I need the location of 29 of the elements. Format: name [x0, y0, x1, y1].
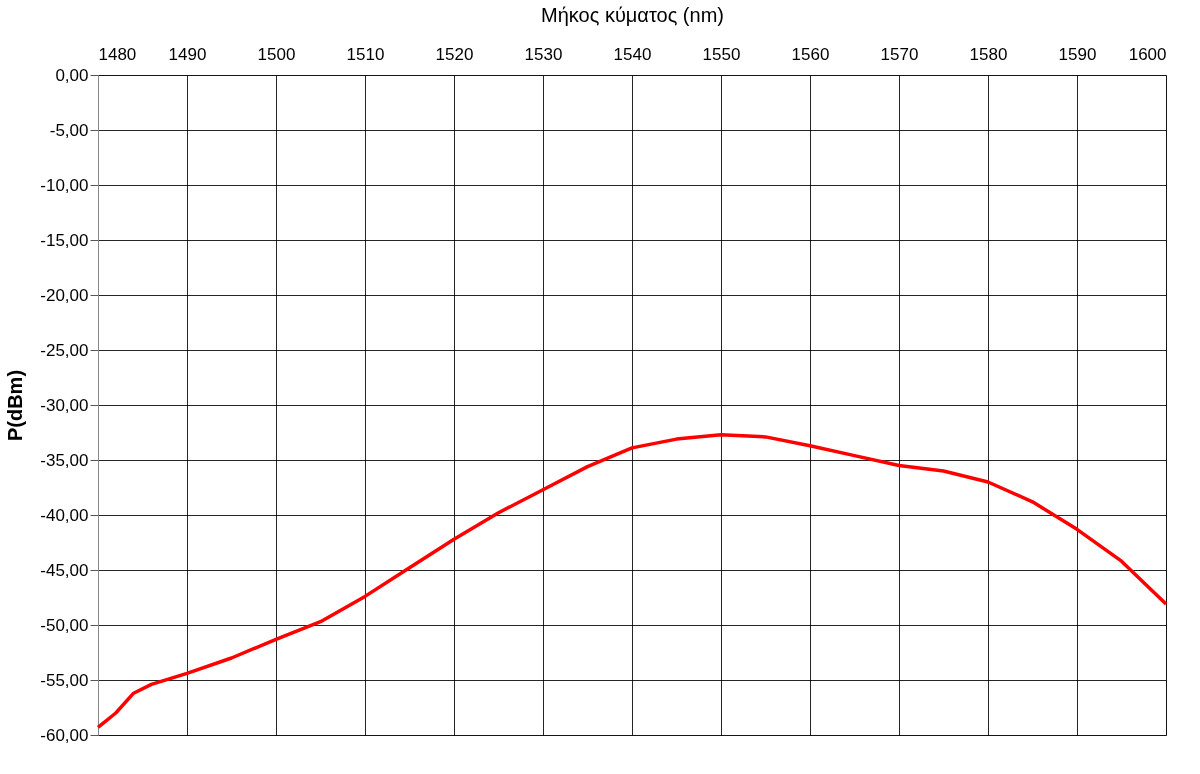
- y-tick-label: -20,00: [40, 285, 89, 305]
- x-tick-label: 1600: [1128, 44, 1167, 64]
- x-tick-label: 1560: [791, 44, 830, 64]
- y-tick-label: -5,00: [49, 120, 89, 140]
- y-tick-label: -40,00: [40, 505, 89, 525]
- line-series: [96, 432, 1168, 730]
- y-tick-label: -45,00: [40, 560, 89, 580]
- y-tick-label: -25,00: [40, 340, 89, 360]
- x-tick-label: 1490: [168, 44, 207, 64]
- y-tick-label: 0,00: [55, 65, 89, 85]
- x-tick-label: 1500: [257, 44, 296, 64]
- x-tick-label: 1580: [969, 44, 1008, 64]
- x-axis-title: Μήκος κύματος (nm): [541, 3, 724, 26]
- x-tick-label: 1530: [524, 44, 563, 64]
- y-tick-label: -50,00: [40, 615, 89, 635]
- y-tick-label: -10,00: [40, 175, 89, 195]
- x-tick-label: 1590: [1058, 44, 1097, 64]
- x-tick-label: 1510: [346, 44, 385, 64]
- y-tick-label: -15,00: [40, 230, 89, 250]
- x-tick-label: 1520: [435, 44, 474, 64]
- y-tick-label: -30,00: [40, 395, 89, 415]
- y-tick-label: -35,00: [40, 450, 89, 470]
- y-tick-label: -60,00: [40, 725, 89, 745]
- x-tick-label: 1540: [613, 44, 652, 64]
- x-tick-label: 1570: [880, 44, 919, 64]
- y-tick-label: -55,00: [40, 670, 89, 690]
- x-tick-label: 1550: [702, 44, 741, 64]
- x-tick-label: 1480: [98, 44, 137, 64]
- y-axis-title: P(dBm): [4, 369, 27, 442]
